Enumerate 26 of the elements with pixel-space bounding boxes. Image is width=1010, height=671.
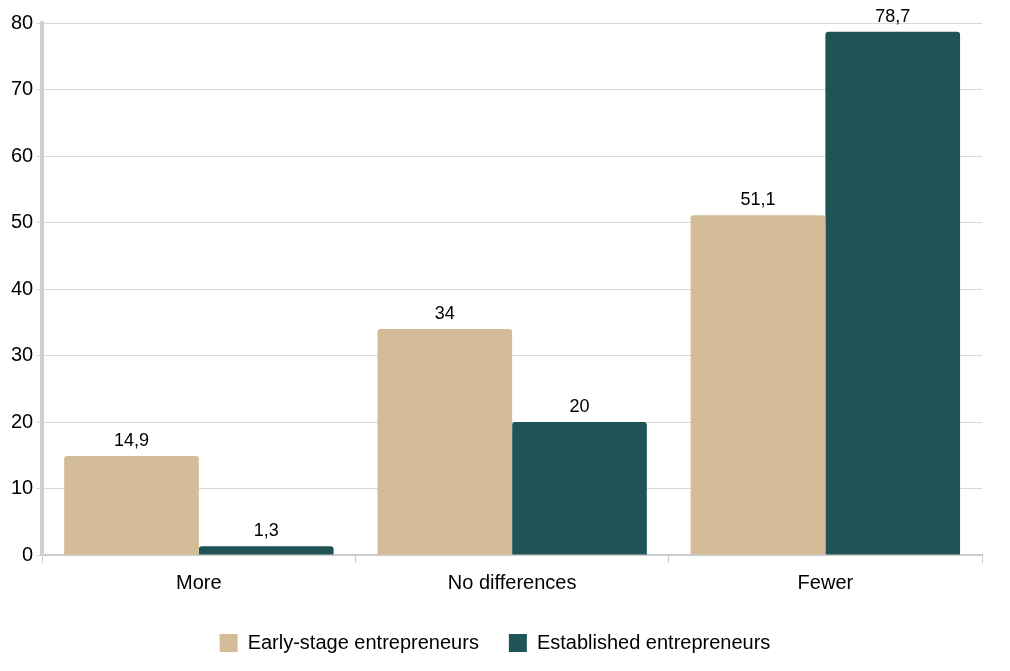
x-tick-label: No differences (447, 570, 577, 593)
legend-label: Established entrepreneurs (536, 630, 771, 653)
data-label: 78,7 (875, 5, 911, 26)
y-tick-label: 30 (11, 343, 34, 366)
data-label: 20 (569, 395, 590, 416)
bar (825, 31, 961, 555)
data-label: 1,3 (253, 520, 279, 541)
x-tick-label: Fewer (797, 570, 854, 593)
y-tick-label: 70 (11, 77, 34, 100)
y-tick-label: 20 (11, 409, 34, 432)
data-label: 14,9 (114, 429, 150, 450)
bar (512, 422, 647, 555)
y-tick-label: 60 (11, 143, 34, 166)
bar (377, 328, 513, 555)
data-label: 51,1 (740, 189, 776, 210)
y-tick-label: 40 (11, 276, 34, 299)
bar (690, 215, 826, 555)
y-tick-label: 10 (11, 476, 34, 499)
y-tick-label: 0 (22, 542, 34, 565)
data-label: 34 (434, 302, 455, 323)
x-tick-label: More (176, 570, 222, 593)
y-tick-label: 50 (11, 210, 34, 233)
bar (198, 546, 334, 555)
y-tick-label: 80 (11, 10, 34, 33)
bar (64, 455, 199, 555)
legend-label: Early-stage entrepreneurs (247, 630, 479, 653)
